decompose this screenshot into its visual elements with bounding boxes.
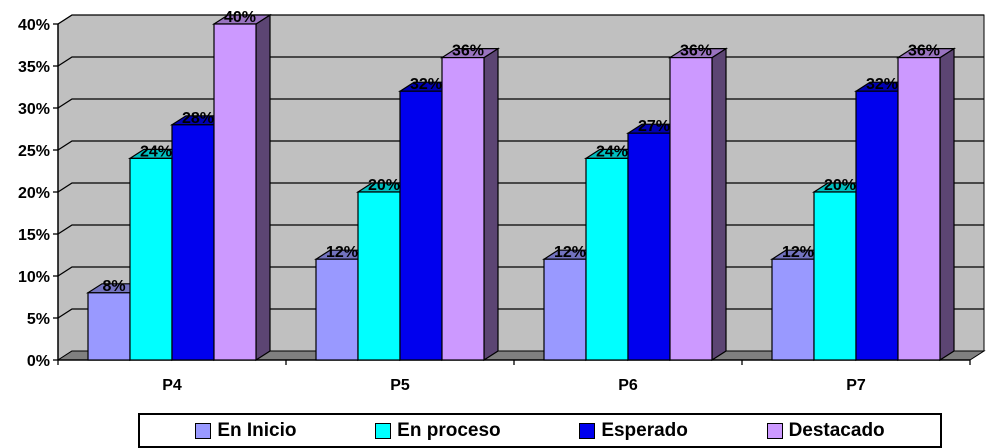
- bar-esperado-p6: [627, 132, 671, 361]
- data-label: 36%: [908, 43, 940, 60]
- data-label: 32%: [410, 76, 442, 93]
- bar-destacado-p6: [669, 56, 713, 361]
- legend-swatch-icon: [766, 422, 783, 439]
- bar-destacado-p5: [441, 56, 485, 361]
- data-label: 20%: [368, 177, 400, 194]
- y-tick-label: 5%: [27, 311, 50, 328]
- bar-en-proceso-p5: [357, 191, 401, 361]
- bar-en-proceso-p7: [813, 191, 857, 361]
- bar-side: [939, 47, 955, 362]
- data-label: 27%: [638, 118, 670, 135]
- legend-item-en-inicio: En Inicio: [195, 419, 297, 442]
- data-label: 40%: [224, 9, 256, 26]
- x-tick-label: P6: [618, 377, 638, 394]
- data-labels-group: 8% 24% 28% 40% 12% 20% 32% 36% 12% 24% 27% 36% 12% 20…: [102, 9, 940, 295]
- bar-side: [483, 47, 499, 362]
- data-label: 12%: [326, 244, 358, 261]
- y-tick-label: 30%: [18, 101, 50, 118]
- y-tick-label: 20%: [18, 185, 50, 202]
- legend-swatch-icon: [195, 422, 212, 439]
- data-label: 12%: [782, 244, 814, 261]
- legend-label: Esperado: [601, 419, 688, 441]
- bar-en-inicio-p4: [87, 292, 131, 361]
- y-tick-label: 10%: [18, 269, 50, 286]
- legend-label: Destacado: [788, 419, 885, 441]
- legend: En Inicio En proceso Esperado Destacado: [138, 413, 942, 448]
- y-tick-label: 0%: [27, 353, 50, 370]
- y-tick-label: 40%: [18, 17, 50, 34]
- data-label: 32%: [866, 76, 898, 93]
- bar-en-proceso-p6: [585, 157, 629, 361]
- x-axis-labels: P4 P5 P6 P7: [162, 377, 866, 394]
- bar-destacado-p7: [897, 56, 941, 361]
- data-label: 20%: [824, 177, 856, 194]
- bar-en-inicio-p6: [543, 258, 587, 361]
- bar-en-inicio-p5: [315, 258, 359, 361]
- bar-side: [255, 13, 271, 362]
- y-tick-label: 15%: [18, 227, 50, 244]
- legend-item-en-proceso: En proceso: [375, 419, 501, 442]
- bar-esperado-p7: [855, 90, 899, 361]
- bars-group: [85, 13, 957, 362]
- x-tick-label: P4: [162, 377, 182, 394]
- legend-label: En Inicio: [217, 419, 297, 441]
- bar-side: [711, 47, 727, 362]
- x-tick-label: P5: [390, 377, 410, 394]
- legend-item-destacado: Destacado: [766, 419, 885, 442]
- y-tick-label: 25%: [18, 143, 50, 160]
- bar-en-proceso-p4: [129, 157, 173, 361]
- bar-destacado-p4: [213, 23, 257, 361]
- data-label: 36%: [452, 43, 484, 60]
- y-tick-label: 35%: [18, 59, 50, 76]
- legend-swatch-icon: [375, 422, 392, 439]
- legend-label: En proceso: [397, 419, 501, 441]
- data-label: 28%: [182, 110, 214, 127]
- legend-swatch-icon: [579, 422, 596, 439]
- data-label: 36%: [680, 43, 712, 60]
- bar-esperado-p4: [171, 124, 215, 361]
- data-label: 24%: [140, 143, 172, 160]
- legend-item-esperado: Esperado: [579, 420, 688, 442]
- bar-en-inicio-p7: [771, 258, 815, 361]
- data-label: 12%: [554, 244, 586, 261]
- gridline: [57, 14, 984, 25]
- x-tick-label: P7: [846, 377, 866, 394]
- data-label: 8%: [102, 278, 125, 295]
- bar-esperado-p5: [399, 90, 443, 361]
- data-label: 24%: [596, 143, 628, 160]
